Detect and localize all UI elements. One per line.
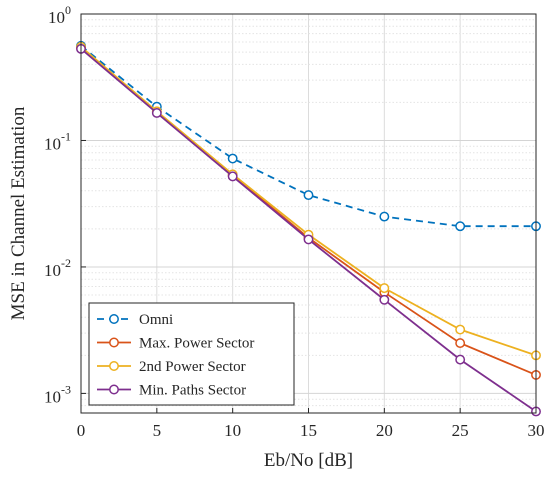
x-tick-label: 0 [77,421,86,440]
data-point [379,283,390,294]
legend-label: Max. Power Sector [139,336,254,352]
y-tick-label: 10-2 [44,256,71,280]
legend-label: Min. Paths Sector [139,383,246,399]
grid [80,13,537,414]
legend-marker [109,314,119,324]
data-point [379,294,390,305]
series-3 [76,43,541,417]
legend-marker [109,361,119,371]
data-point [303,234,314,245]
data-point [455,324,466,335]
legend-item: 2nd Power Sector [97,359,246,375]
x-tick-label: 25 [452,421,469,440]
data-point [379,211,390,222]
y-axis-label: MSE in Channel Estimation [8,106,29,320]
legend: Omni Max. Power Sector 2nd Power Sector Min… [88,302,295,406]
ticks: 0 5 10 15 20 25 30 10-3 10-2 10-1 100 [44,3,545,440]
legend-box [88,302,295,406]
x-tick-label: 10 [224,421,241,440]
data-point [303,190,314,201]
data-point [227,153,238,164]
legend-label: Omni [139,312,173,328]
y-tick-label: 10-3 [44,382,71,406]
data-point [455,221,466,232]
data-point [455,354,466,365]
legend-label: 2nd Power Sector [139,359,246,375]
legend-item: Omni [97,312,173,328]
legend-marker [109,337,119,348]
y-tick-label: 10-1 [44,129,71,153]
x-tick-label: 15 [300,421,317,440]
legend-marker [109,384,119,395]
legend-item: Min. Paths Sector [97,383,246,399]
x-tick-label: 20 [376,421,393,440]
data-point [151,108,162,118]
legend-item: Max. Power Sector [97,336,254,352]
x-axis-label: Eb/No [dB] [264,450,353,471]
y-tick-label: 100 [48,3,71,27]
data-point [227,171,238,182]
x-tick-label: 5 [153,421,162,440]
series-layer [76,40,541,417]
x-tick-label: 30 [528,421,545,440]
data-point [455,338,466,349]
